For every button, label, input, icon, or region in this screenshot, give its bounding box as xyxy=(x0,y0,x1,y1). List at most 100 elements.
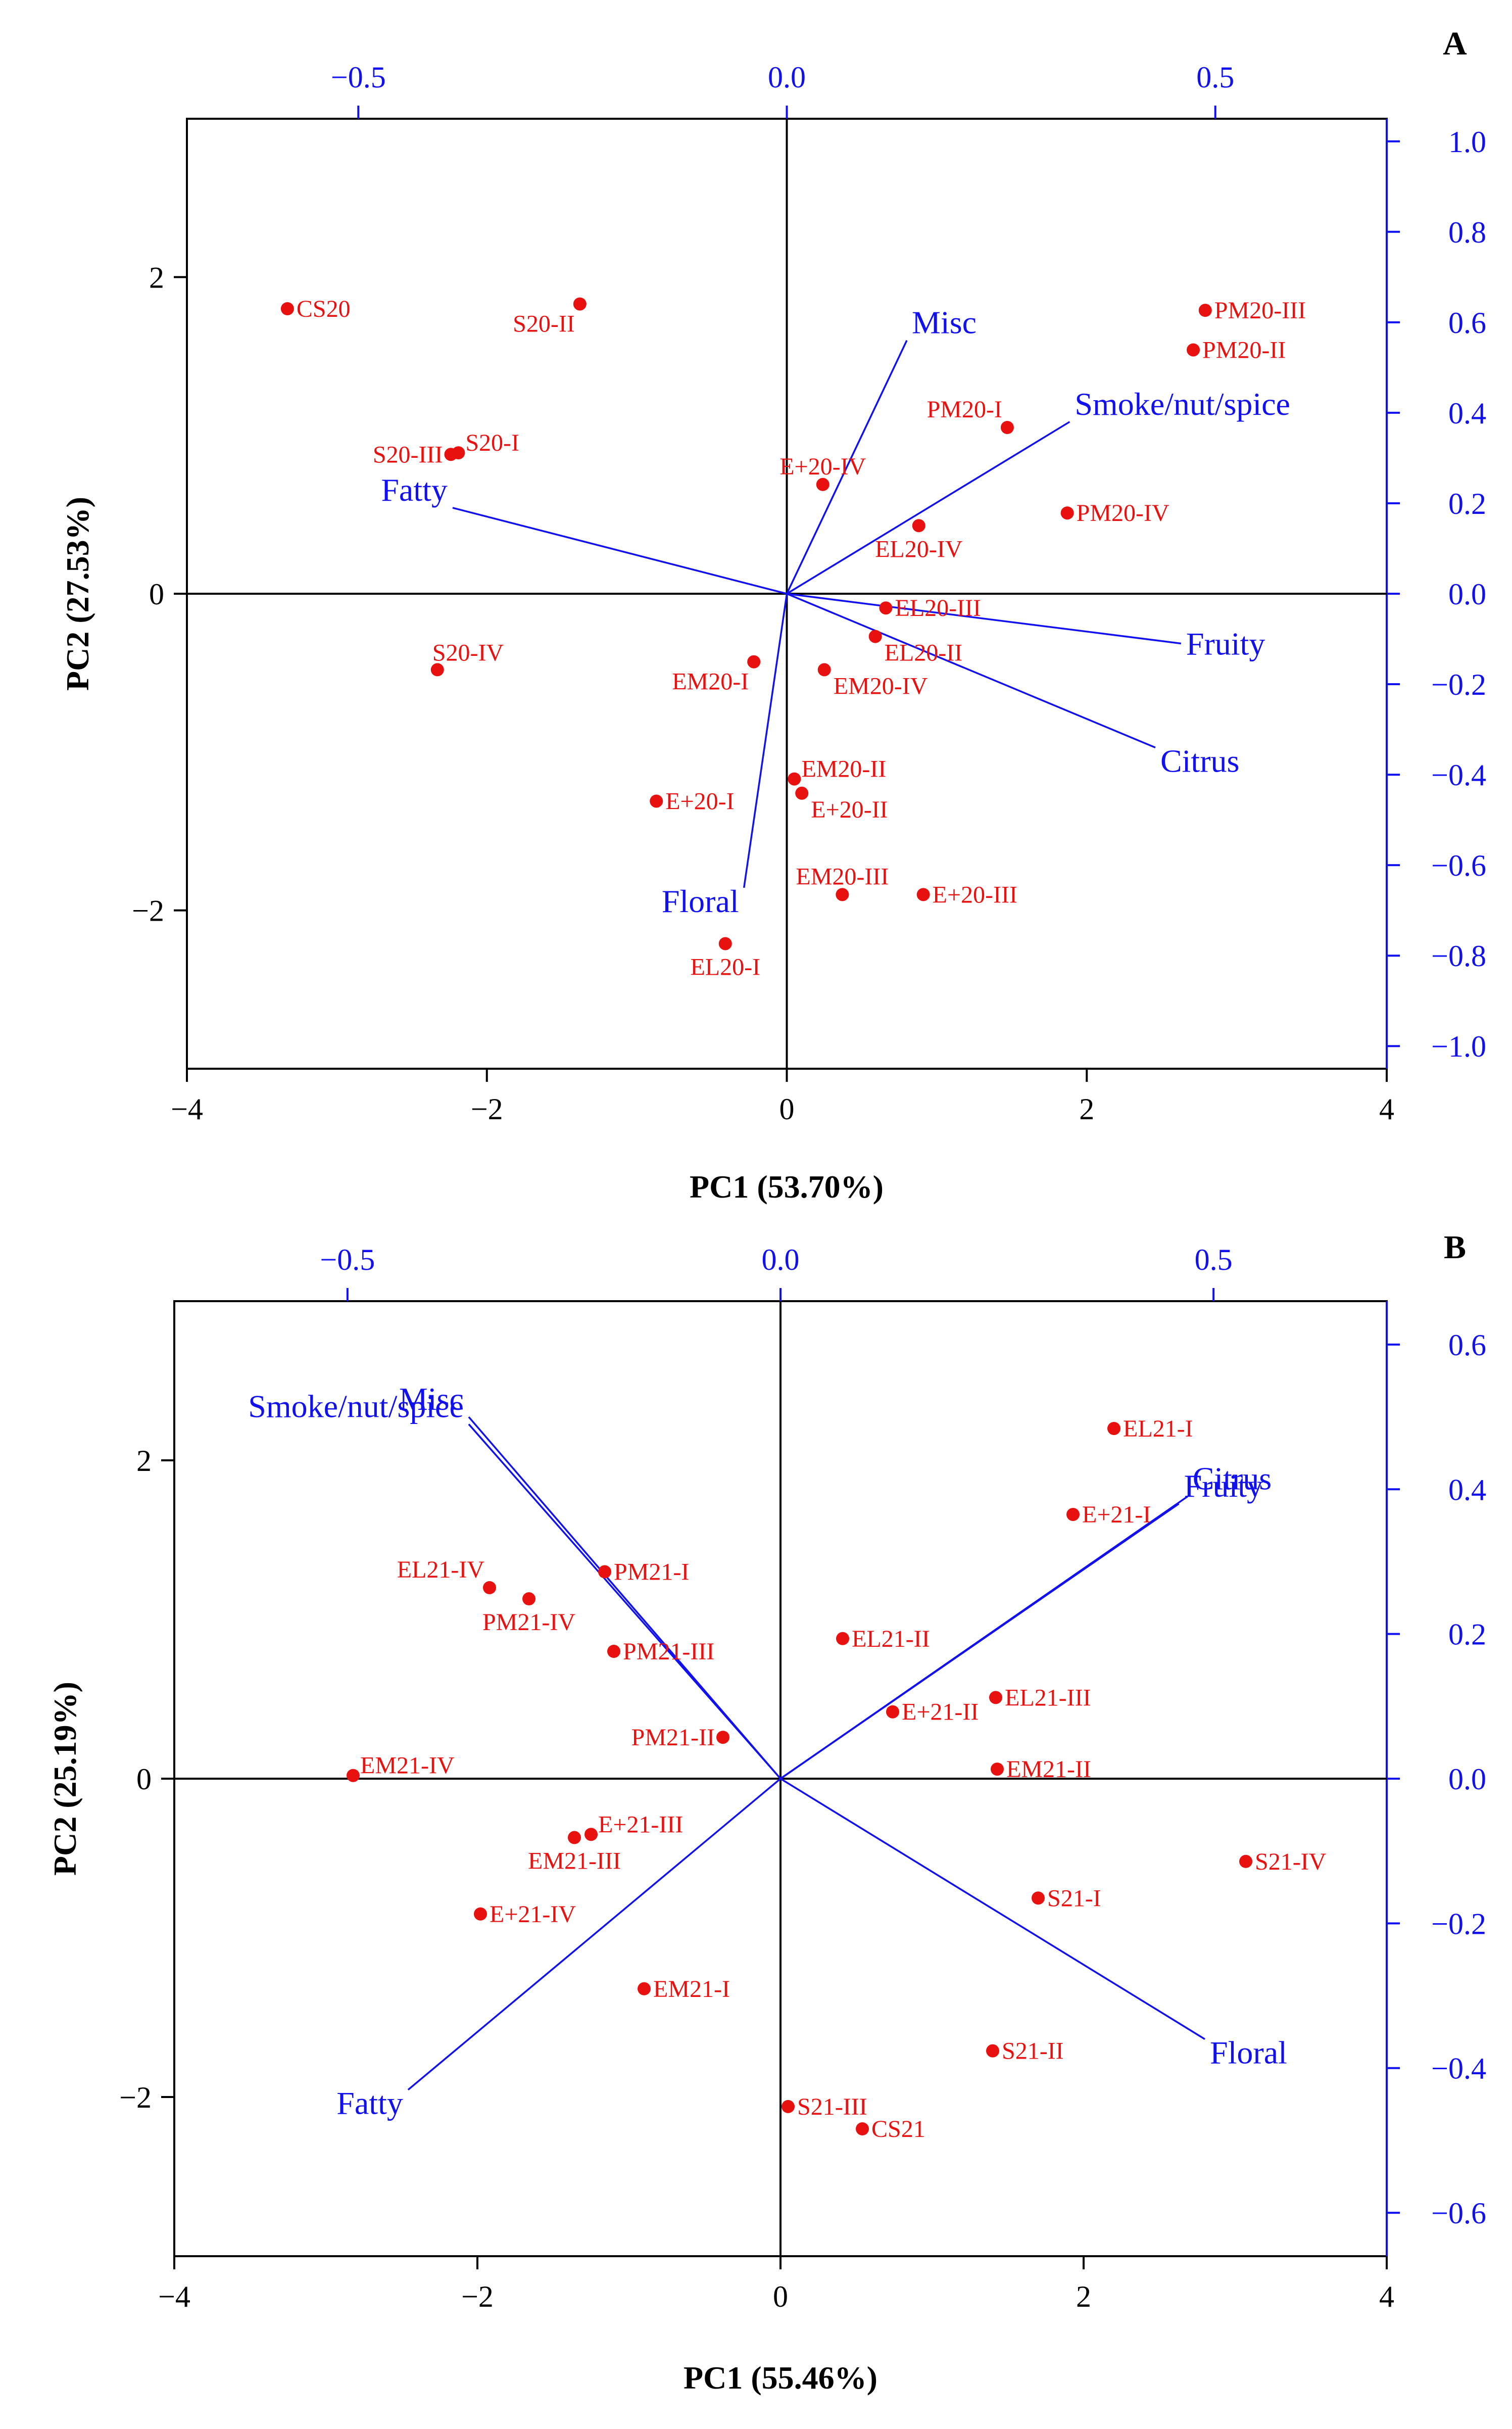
loading-label-fatty-a: Fatty xyxy=(381,472,448,508)
score-label-s20-iv: S20-IV xyxy=(432,639,504,666)
loading-label-fruity-a: Fruity xyxy=(1186,626,1265,661)
score-point-s20-iv xyxy=(430,663,444,677)
loading-vector-floral-b xyxy=(780,1778,1205,2040)
score-label-pm20-iv: PM20-IV xyxy=(1077,500,1169,527)
x-tick-label-a: −4 xyxy=(171,1092,203,1126)
right-tick-label-a: −1.0 xyxy=(1431,1030,1486,1063)
score-point-em20-iii xyxy=(836,888,849,901)
score-label-s20-i: S20-I xyxy=(465,430,519,456)
score-point-el20-ii xyxy=(868,630,882,643)
right-tick-label-a: 0.2 xyxy=(1448,487,1486,520)
score-label-el20-iv: EL20-IV xyxy=(875,536,963,562)
right-tick-label-a: −0.6 xyxy=(1431,849,1486,882)
score-label-el21-ii: EL21-II xyxy=(852,1626,930,1652)
score-point-em21-i xyxy=(638,1982,651,1995)
score-label-e-20-ii: E+20-II xyxy=(811,796,888,823)
score-label-pm20-i: PM20-I xyxy=(927,396,1002,423)
y-tick-label-b: 2 xyxy=(136,1444,152,1478)
top-tick-label-a: 0.5 xyxy=(1196,61,1234,94)
loading-vector-fruity-a xyxy=(787,593,1182,645)
score-point-pm20-iv xyxy=(1060,506,1074,520)
x-axis-title-a: PC1 (53.70%) xyxy=(690,1169,884,1205)
y-tick-label-b: 0 xyxy=(136,1763,152,1796)
loading-vector-misc-a xyxy=(786,340,908,594)
loading-vector-fruity-b xyxy=(780,1503,1180,1780)
x-tick-label-a: 0 xyxy=(779,1092,795,1126)
x-tick-label-b: 0 xyxy=(773,2280,788,2313)
score-point-e-21-iv xyxy=(474,1907,487,1921)
score-point-el21-i xyxy=(1107,1422,1120,1435)
score-point-el21-iii xyxy=(989,1691,1002,1704)
panel-letter-a: A xyxy=(1443,25,1467,62)
score-point-cs20 xyxy=(280,302,294,315)
score-point-s21-iii xyxy=(782,2100,795,2113)
panel-letter-b: B xyxy=(1444,1229,1466,1266)
loading-vector-fatty-a xyxy=(452,507,787,595)
loading-vector-fatty-b xyxy=(407,1778,782,2091)
score-label-e-21-ii: E+21-II xyxy=(902,1699,979,1726)
y-tick-label-a: 2 xyxy=(149,261,164,294)
score-label-pm20-ii: PM20-II xyxy=(1202,337,1286,363)
score-label-e-21-iii: E+21-III xyxy=(598,1811,683,1838)
score-point-em21-ii xyxy=(991,1763,1004,1776)
y-axis-title-b: PC2 (25.19%) xyxy=(47,1682,83,1876)
loading-label-floral-b: Floral xyxy=(1210,2034,1287,2070)
score-point-el20-i xyxy=(718,937,732,950)
score-label-em20-ii: EM20-II xyxy=(801,756,886,783)
y-tick-label-b: −2 xyxy=(119,2081,152,2114)
right-tick-label-a: 0.6 xyxy=(1448,306,1486,340)
score-point-e-20-iii xyxy=(916,888,930,901)
score-label-em20-iii: EM20-III xyxy=(796,863,889,890)
score-label-pm20-iii: PM20-III xyxy=(1214,297,1306,324)
loading-label-citrus-b: Citrus xyxy=(1193,1461,1272,1497)
score-point-pm21-iv xyxy=(522,1592,535,1606)
score-label-e-20-iv: E+20-IV xyxy=(779,453,866,480)
right-tick-label-b: −0.6 xyxy=(1431,2197,1486,2230)
x-tick-label-b: −2 xyxy=(461,2280,494,2313)
score-label-el20-ii: EL20-II xyxy=(885,640,963,666)
x-tick-label-b: 2 xyxy=(1076,2280,1091,2313)
panel-a: A Misc Smoke/nut/spice Fatty Fruity Citrus Fl… xyxy=(60,25,1486,1205)
score-point-cs21 xyxy=(856,2122,869,2135)
score-label-cs21: CS21 xyxy=(871,2116,925,2142)
score-point-e-21-i xyxy=(1066,1508,1080,1521)
loading-vector-smoke-nut-spice-a xyxy=(786,421,1070,595)
score-label-em21-iii: EM21-III xyxy=(528,1848,621,1875)
top-tick-label-b: 0.0 xyxy=(762,1243,800,1276)
loading-label-fruity-b: Fruity xyxy=(1184,1468,1263,1504)
right-tick-label-a: −0.4 xyxy=(1431,758,1486,792)
top-tick-label-a: −0.5 xyxy=(331,61,386,94)
score-label-em20-iv: EM20-IV xyxy=(834,673,928,699)
score-label-el20-i: EL20-I xyxy=(690,954,760,980)
x-tick-label-a: 4 xyxy=(1379,1092,1394,1126)
score-label-el20-iii: EL20-III xyxy=(895,595,981,622)
score-point-el20-iv xyxy=(912,519,925,533)
score-label-el21-iii: EL21-III xyxy=(1005,1684,1091,1711)
score-point-e-21-iii xyxy=(584,1828,598,1841)
right-tick-label-a: 1.0 xyxy=(1448,125,1486,159)
loading-label-floral-a: Floral xyxy=(662,883,739,919)
score-label-e-20-iii: E+20-III xyxy=(933,881,1017,908)
score-point-e-20-i xyxy=(650,794,663,808)
score-point-em21-iv xyxy=(347,1769,360,1782)
score-label-el21-i: EL21-I xyxy=(1123,1415,1193,1442)
score-label-em21-ii: EM21-II xyxy=(1006,1756,1091,1783)
right-tick-label-a: −0.8 xyxy=(1431,939,1486,973)
x-tick-label-a: −2 xyxy=(471,1092,503,1126)
score-label-em20-i: EM20-I xyxy=(672,669,749,695)
score-label-s21-i: S21-I xyxy=(1047,1885,1101,1912)
score-label-s20-iii: S20-III xyxy=(373,441,443,468)
loading-vector-smoke-nut-spice-b xyxy=(468,1423,782,1780)
score-point-em21-iii xyxy=(568,1831,581,1844)
score-point-el21-ii xyxy=(836,1632,849,1645)
score-label-s20-ii: S20-II xyxy=(513,311,575,338)
right-tick-label-a: 0.0 xyxy=(1448,578,1486,611)
score-label-pm21-iii: PM21-III xyxy=(623,1638,714,1665)
loading-label-misc-a: Misc xyxy=(912,305,977,341)
score-point-pm20-i xyxy=(1000,421,1014,434)
right-tick-label-a: 0.4 xyxy=(1448,397,1486,430)
score-point-el20-iii xyxy=(879,601,893,615)
score-label-cs20: CS20 xyxy=(297,296,351,322)
loading-label-fatty-b: Fatty xyxy=(336,2085,403,2121)
